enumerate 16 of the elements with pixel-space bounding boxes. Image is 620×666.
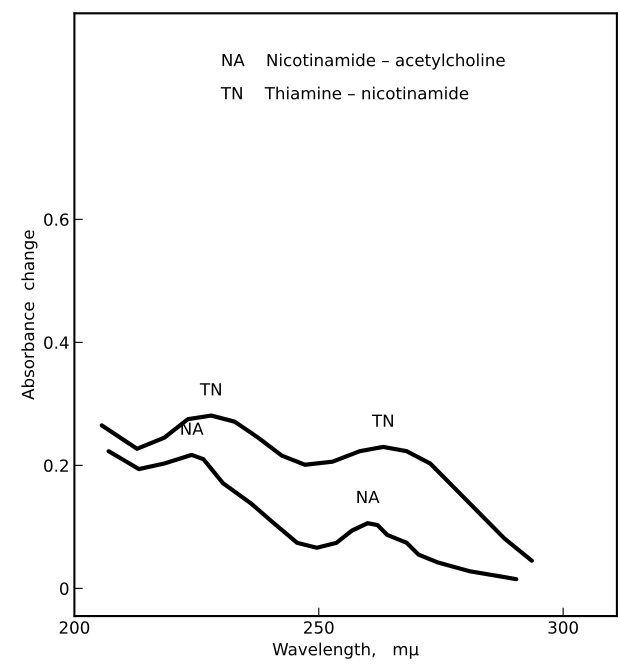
annotation: TN Thiamine – nicotinamide	[220, 86, 468, 100]
x-tick-label: 200	[60, 621, 90, 634]
y-tick-label: 0.2	[44, 459, 68, 472]
y-tick-label: 0.4	[44, 336, 69, 349]
annotation: TN	[372, 414, 393, 427]
y-tick-label: 0	[60, 582, 68, 595]
line-series	[106, 449, 518, 582]
y-tick-label: 0.6	[44, 213, 68, 226]
x-axis-title: Wavelength, mμ	[272, 642, 419, 659]
annotation: TN	[200, 383, 221, 396]
y-axis-title: Absorbance change	[21, 230, 38, 400]
x-tick-label: 300	[548, 621, 578, 634]
annotation: NA Nicotinamide – acetylcholine	[222, 53, 505, 70]
line-series	[100, 413, 534, 563]
x-tick-label: 250	[304, 621, 334, 634]
annotation: NA	[357, 490, 380, 504]
